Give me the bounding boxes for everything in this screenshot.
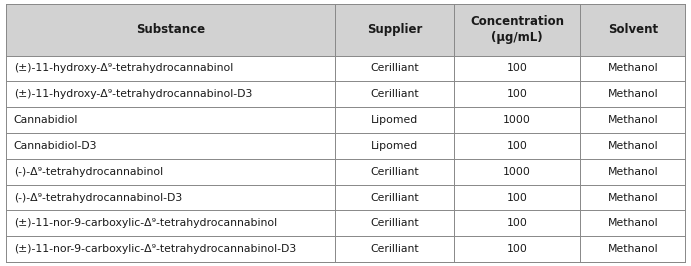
Bar	[580, 4, 685, 56]
Bar	[580, 236, 685, 262]
Text: 100: 100	[507, 193, 528, 202]
Bar	[580, 185, 685, 210]
Text: (±)-11-hydroxy-Δ⁹-tetrahydrocannabinol: (±)-11-hydroxy-Δ⁹-tetrahydrocannabinol	[14, 64, 233, 73]
Bar	[454, 81, 580, 107]
Bar	[454, 210, 580, 236]
Bar	[454, 56, 580, 81]
Text: Substance: Substance	[136, 23, 205, 36]
Text: (±)-11-nor-9-carboxylic-Δ⁹-tetrahydrocannabinol: (±)-11-nor-9-carboxylic-Δ⁹-tetrahydrocan…	[14, 218, 277, 228]
Text: Cerilliant: Cerilliant	[370, 89, 419, 99]
Text: 100: 100	[507, 64, 528, 73]
Bar	[6, 4, 335, 56]
Bar	[335, 185, 454, 210]
Bar	[6, 210, 335, 236]
Text: (-)-Δ⁹-tetrahydrocannabinol: (-)-Δ⁹-tetrahydrocannabinol	[14, 167, 163, 177]
Text: 1000: 1000	[503, 167, 531, 177]
Text: Methanol: Methanol	[607, 115, 658, 125]
Bar	[335, 159, 454, 185]
Bar	[6, 56, 335, 81]
Bar	[454, 159, 580, 185]
Bar	[335, 133, 454, 159]
Text: Methanol: Methanol	[607, 64, 658, 73]
Text: Cerilliant: Cerilliant	[370, 167, 419, 177]
Bar	[580, 210, 685, 236]
Bar	[454, 107, 580, 133]
Bar	[335, 107, 454, 133]
Bar	[580, 159, 685, 185]
Text: 100: 100	[507, 244, 528, 254]
Text: Lipomed: Lipomed	[371, 115, 419, 125]
Bar	[335, 236, 454, 262]
Bar	[335, 210, 454, 236]
Text: Lipomed: Lipomed	[371, 141, 419, 151]
Bar	[454, 133, 580, 159]
Text: Cerilliant: Cerilliant	[370, 218, 419, 228]
Text: Cerilliant: Cerilliant	[370, 64, 419, 73]
Bar	[6, 159, 335, 185]
Bar	[580, 56, 685, 81]
Text: Methanol: Methanol	[607, 193, 658, 202]
Bar	[6, 236, 335, 262]
Text: Methanol: Methanol	[607, 167, 658, 177]
Bar	[6, 133, 335, 159]
Text: 1000: 1000	[503, 115, 531, 125]
Text: Methanol: Methanol	[607, 218, 658, 228]
Text: Methanol: Methanol	[607, 244, 658, 254]
Text: (±)-11-hydroxy-Δ⁹-tetrahydrocannabinol-D3: (±)-11-hydroxy-Δ⁹-tetrahydrocannabinol-D…	[14, 89, 252, 99]
Text: 100: 100	[507, 89, 528, 99]
Bar	[454, 4, 580, 56]
Bar	[580, 133, 685, 159]
Bar	[335, 81, 454, 107]
Text: Cerilliant: Cerilliant	[370, 244, 419, 254]
Text: Cannabidiol: Cannabidiol	[14, 115, 78, 125]
Text: Supplier: Supplier	[367, 23, 422, 36]
Text: Concentration
(µg/mL): Concentration (µg/mL)	[470, 15, 564, 44]
Bar	[6, 81, 335, 107]
Text: Methanol: Methanol	[607, 89, 658, 99]
Text: Solvent: Solvent	[607, 23, 658, 36]
Bar	[335, 56, 454, 81]
Text: Cerilliant: Cerilliant	[370, 193, 419, 202]
Text: Cannabidiol-D3: Cannabidiol-D3	[14, 141, 97, 151]
Text: (-)-Δ⁹-tetrahydrocannabinol-D3: (-)-Δ⁹-tetrahydrocannabinol-D3	[14, 193, 182, 202]
Text: (±)-11-nor-9-carboxylic-Δ⁹-tetrahydrocannabinol-D3: (±)-11-nor-9-carboxylic-Δ⁹-tetrahydrocan…	[14, 244, 296, 254]
Text: Methanol: Methanol	[607, 141, 658, 151]
Bar	[6, 185, 335, 210]
Bar	[335, 4, 454, 56]
Bar	[580, 81, 685, 107]
Text: 100: 100	[507, 141, 528, 151]
Bar	[580, 107, 685, 133]
Bar	[6, 107, 335, 133]
Text: 100: 100	[507, 218, 528, 228]
Bar	[454, 185, 580, 210]
Bar	[454, 236, 580, 262]
